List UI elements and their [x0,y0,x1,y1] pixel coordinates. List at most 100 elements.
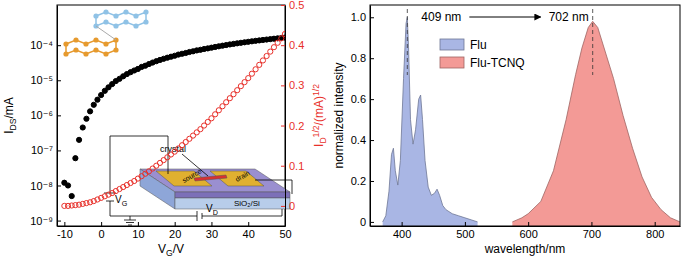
molecule-atom [113,23,118,28]
molecule-atom [103,51,108,56]
molecule [63,9,148,56]
axis-line [370,6,371,227]
annotation: source [181,167,203,184]
tick-mark [101,222,102,226]
annotation: VG [115,194,128,208]
legend-swatch [440,39,464,50]
tick-mark [57,150,61,151]
plot-area [383,9,680,226]
annotation: 409 nm [421,10,461,24]
axis: 10⁻⁹10⁻⁸10⁻⁷10⁻⁶10⁻⁵10⁻⁴ [30,6,61,227]
plot-frame [370,5,680,226]
point [249,71,254,76]
wire [106,201,114,202]
tick-mark [248,222,249,226]
tick: 700 [583,222,601,240]
text-part: /mA [2,97,16,118]
molecule-atom [103,41,108,46]
molecule-atom [93,13,98,18]
text-part: /V [173,242,184,256]
marker-line [407,9,408,75]
y-axis-title: normalized intensity [332,62,346,168]
tick-label: 0.4 [351,134,366,146]
tick: 400 [393,222,411,240]
axis-line [285,6,286,227]
tick-mark [370,181,374,182]
tick-mark [281,166,285,167]
line [383,17,478,222]
tick-mark [370,58,374,59]
tick-label: 0 [289,200,295,212]
tick: 0.1 [281,160,304,172]
legend-swatch [440,57,464,68]
tick: 10 [132,222,144,240]
device: crystalsourcedrainSiO₂/SiVGVD [104,136,292,225]
wire [202,213,203,219]
tick-label: 10⁻⁸ [30,180,53,192]
tick-mark [57,115,61,116]
point [268,49,273,54]
point [84,116,89,121]
axis: 0 0.2 0.4 0.6 0.8 1.0 [351,6,374,228]
molecule-bond [96,26,116,40]
area [512,21,680,226]
axis: 00.10.20.30.40.5 [281,0,304,226]
tick-label: 10⁻⁹ [30,215,53,227]
point [253,67,258,72]
tick-label: 10⁻⁷ [31,144,53,156]
tick-mark [175,222,176,226]
tick-mark [402,222,403,226]
axis: 400500600700800 [371,222,681,240]
tick: 0.8 [351,52,374,64]
point [279,36,284,41]
molecule-atom [73,47,78,52]
text-part: 1/2 [311,84,321,96]
tick-mark [655,222,656,226]
tick: 10⁻⁷ [31,144,61,156]
tick: 0.6 [351,93,374,105]
point [246,76,251,81]
tick: 0.4 [351,134,374,146]
tick: 800 [646,222,664,240]
tick-mark [138,222,139,226]
tick-label: 0.4 [289,39,304,51]
point [271,45,276,50]
tick-label: 0 [99,228,105,240]
tick-label: 0 [360,216,366,228]
tick-mark [281,5,285,6]
point [260,58,265,63]
area [383,17,478,226]
tick-mark [57,185,61,186]
wire [202,209,282,216]
point [282,31,285,36]
y2-axis-title: ID1/2/(mA)1/2 [311,84,328,147]
molecule-atom [143,19,148,24]
point [69,193,74,198]
tick: 10⁻⁴ [30,39,61,51]
point [264,53,269,58]
tick-label: 700 [583,228,601,240]
annotation: SiO₂/Si [234,199,260,208]
tick-label: 0.6 [351,93,366,105]
annotation: drain [234,169,251,183]
tick-mark [281,126,285,127]
x-axis-title: wavelength/nm [484,242,566,256]
tick-mark [57,45,61,46]
series [62,35,285,199]
wire [124,220,136,221]
tick-label: 0.2 [351,175,366,187]
tick-label: 40 [243,228,255,240]
tick-mark [57,221,61,222]
molecule-atom [73,37,78,42]
legend: FluFlu-TCNQ [440,38,525,70]
text-part: G [122,199,128,208]
text-part: V [158,242,166,256]
tick-label: 0.8 [351,52,366,64]
tick: 0.4 [281,39,304,51]
arrow [469,17,540,18]
tick: 10⁻⁹ [30,215,61,227]
tick: 1.0 [351,11,374,23]
tick: 0.3 [281,79,304,91]
tick-label: 800 [646,228,664,240]
tick: 0 [360,216,374,228]
